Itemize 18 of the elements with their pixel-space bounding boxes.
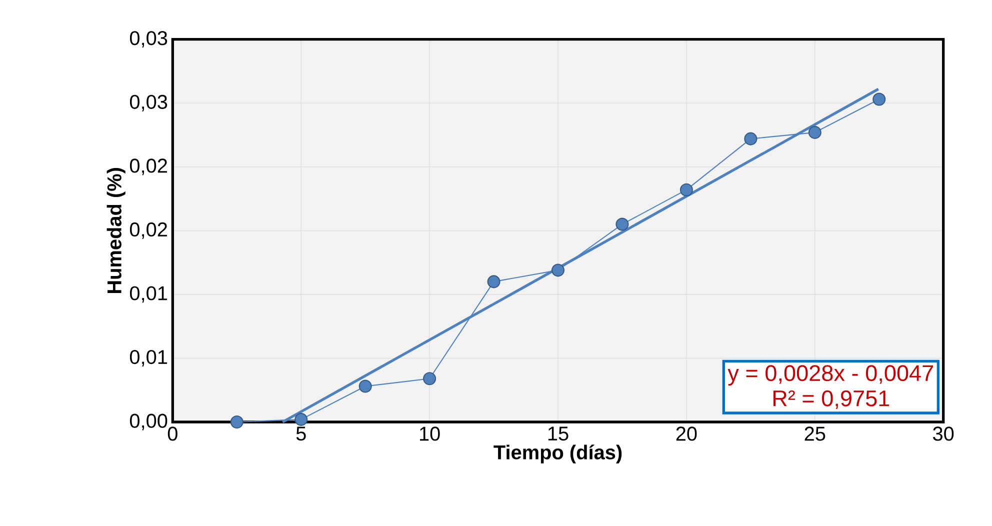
x-tick-label: 25 [804,426,826,441]
y-tick-label: 0,03 [130,94,168,112]
annotation: R² = 0,9751 [773,390,890,410]
annotation: y = 0,0028x - 0,0047 [728,365,933,386]
y-tick-label: 0,02 [130,158,167,176]
y-tick-label: 0,03 [130,31,168,48]
x-axis-title: Tiempo (días) [494,444,622,464]
y-tick-label: 0,01 [130,350,167,366]
x-tick-label: 15 [548,426,568,441]
x-tick-label: 10 [420,426,440,441]
x-tick-label: 0 [168,426,178,441]
x-tick-label: 20 [676,426,697,441]
y-tick-label: 0,01 [130,286,167,303]
x-tick-label: 5 [296,426,306,441]
y-tick-label: 0,02 [130,222,167,239]
y-axis-title: Humedad (%) [106,168,126,293]
x-tick-label: 30 [933,426,954,441]
y-tick-label: 0,00 [130,414,168,430]
